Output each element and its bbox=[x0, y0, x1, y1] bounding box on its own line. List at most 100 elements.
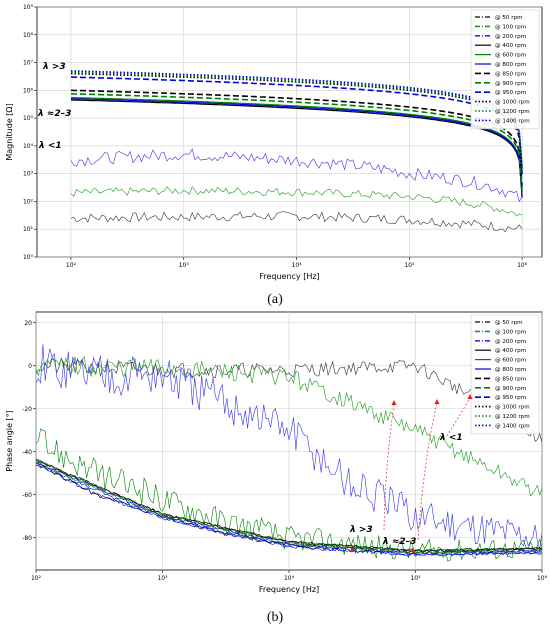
legend-label: @ 800 rpm bbox=[495, 367, 526, 373]
annotation-pointers bbox=[349, 394, 473, 552]
grid-lines bbox=[35, 312, 543, 570]
y-tick-label: 10⁵ bbox=[23, 115, 34, 122]
series-line bbox=[36, 357, 542, 443]
legend-box bbox=[470, 314, 540, 435]
legend-label: @ 50 rpm bbox=[495, 320, 523, 326]
chart-a: 10² 10³ 10⁴ 10⁵ 10⁶ 10⁰ 10¹ 10² 10³ 10⁴ 10⁵ 10⁶ 10⁷ 1… bbox=[5, 4, 543, 281]
legend-label: @ 100 rpm bbox=[495, 24, 526, 30]
chart-b: 10² 10³ 10⁴ 10⁵ 10⁶ 20 0 -20 -40 -60 -80 Frequency … bbox=[5, 311, 548, 594]
series-group bbox=[70, 70, 523, 233]
annotation-marker bbox=[467, 394, 473, 399]
grid-lines bbox=[37, 6, 542, 258]
series-line bbox=[70, 148, 523, 203]
legend-label: @ 600 rpm bbox=[495, 358, 526, 364]
legend-label: @ 950 rpm bbox=[495, 90, 526, 96]
chart-annotation: λ <1 bbox=[439, 433, 463, 443]
legend-label: @ 1200 rpm bbox=[495, 414, 530, 420]
y-tick-label: 10⁴ bbox=[23, 143, 34, 150]
legend-label: @ 100 rpm bbox=[495, 329, 526, 335]
series-line bbox=[70, 93, 523, 191]
annotation-marker bbox=[349, 547, 355, 552]
series-line bbox=[70, 211, 523, 233]
annotation-pointer bbox=[417, 402, 438, 541]
legend-label: @ 400 rpm bbox=[495, 348, 526, 354]
legend: @ 50 rpm @ 100 rpm @ 200 rpm @ 400 rpm @ 600… bbox=[470, 9, 540, 130]
chart-annotation: λ >3 bbox=[42, 62, 66, 72]
legend-label: @ 800 rpm bbox=[495, 62, 526, 68]
series-line bbox=[70, 96, 523, 196]
y-tick-label: 10⁶ bbox=[23, 87, 34, 94]
y-tick-label: 20 bbox=[24, 320, 32, 327]
legend-label: @ 600 rpm bbox=[495, 53, 526, 59]
y-tick-label: 10⁸ bbox=[23, 32, 34, 39]
series-line bbox=[36, 344, 542, 550]
legend-label: @ 850 rpm bbox=[495, 71, 526, 77]
panel-label-a: (a) bbox=[267, 292, 283, 307]
y-tick-label: 10³ bbox=[23, 171, 34, 178]
series-line bbox=[36, 460, 542, 557]
y-tick-label: 0 bbox=[28, 363, 32, 370]
x-axis-label: Frequency [Hz] bbox=[259, 585, 319, 594]
x-tick-label: 10³ bbox=[179, 262, 190, 269]
y-tick-label: 10⁰ bbox=[23, 254, 34, 261]
x-tick-label: 10⁶ bbox=[517, 262, 528, 269]
x-tick-label: 10² bbox=[31, 575, 42, 582]
series-group bbox=[36, 344, 542, 562]
series-line bbox=[36, 458, 542, 552]
chart-annotation: λ <1 bbox=[38, 141, 62, 151]
annotation-marker bbox=[391, 400, 397, 405]
y-tick-label: -60 bbox=[22, 492, 32, 499]
legend-box bbox=[470, 9, 540, 130]
legend-label: @ 200 rpm bbox=[495, 339, 526, 345]
y-tick-label: 10¹ bbox=[23, 226, 34, 233]
chart-annotation: λ ≈2–3 bbox=[37, 109, 71, 119]
panel-label-b: (b) bbox=[266, 610, 284, 625]
y-tick-label: -20 bbox=[22, 406, 32, 413]
series-line bbox=[36, 463, 542, 555]
y-tick-label: 10⁹ bbox=[23, 4, 34, 11]
annotation-marker bbox=[410, 547, 416, 552]
legend-label: @ 850 rpm bbox=[495, 376, 526, 382]
legend-label: @ 1200 rpm bbox=[495, 109, 530, 115]
legend-label: @ 1000 rpm bbox=[495, 405, 530, 411]
x-tick-label: 10⁴ bbox=[292, 262, 303, 269]
x-tick-label: 10³ bbox=[157, 575, 168, 582]
x-tick-label: 10⁶ bbox=[537, 575, 548, 582]
series-line bbox=[36, 461, 542, 555]
chart-annotation: λ ≈2–3 bbox=[382, 537, 416, 547]
legend-label: @ 200 rpm bbox=[495, 34, 526, 40]
series-line bbox=[36, 355, 542, 497]
y-tick-label: -40 bbox=[22, 449, 32, 456]
legend-label: @ 400 rpm bbox=[495, 43, 526, 49]
series-line bbox=[70, 98, 523, 197]
legend-label: @ 1000 rpm bbox=[495, 100, 530, 106]
legend-label: @ 1400 rpm bbox=[495, 118, 530, 124]
y-axis-label: Magnitude [Ω] bbox=[5, 103, 14, 160]
x-tick-label: 10² bbox=[66, 262, 77, 269]
series-line bbox=[70, 76, 523, 175]
series-line bbox=[36, 464, 542, 557]
legend-label: @ 1400 rpm bbox=[495, 423, 530, 429]
x-tick-label: 10⁵ bbox=[410, 575, 421, 582]
x-tick-label: 10⁵ bbox=[404, 262, 415, 269]
series-line bbox=[36, 428, 542, 562]
chart-annotation: λ >3 bbox=[349, 525, 373, 535]
series-line bbox=[70, 186, 523, 217]
y-tick-label: 10² bbox=[23, 198, 34, 205]
x-tick-label: 10⁴ bbox=[284, 575, 295, 582]
plot-area bbox=[36, 6, 543, 258]
legend: @ 50 rpm @ 100 rpm @ 200 rpm @ 400 rpm @ 600… bbox=[470, 314, 540, 435]
legend-label: @ 950 rpm bbox=[495, 395, 526, 401]
y-tick-label: 10⁷ bbox=[23, 60, 34, 67]
legend-label: @ 900 rpm bbox=[495, 81, 526, 87]
annotation-marker bbox=[434, 399, 440, 404]
y-axis-label: Phase angle [°] bbox=[5, 410, 14, 471]
legend-label: @ 50 rpm bbox=[495, 15, 523, 21]
legend-label: @ 900 rpm bbox=[495, 386, 526, 392]
series-line bbox=[71, 99, 523, 198]
y-tick-label: -80 bbox=[22, 535, 32, 542]
x-axis-label: Frequency [Hz] bbox=[259, 272, 319, 281]
series-line bbox=[70, 89, 523, 188]
annotation-pointer bbox=[383, 403, 395, 531]
